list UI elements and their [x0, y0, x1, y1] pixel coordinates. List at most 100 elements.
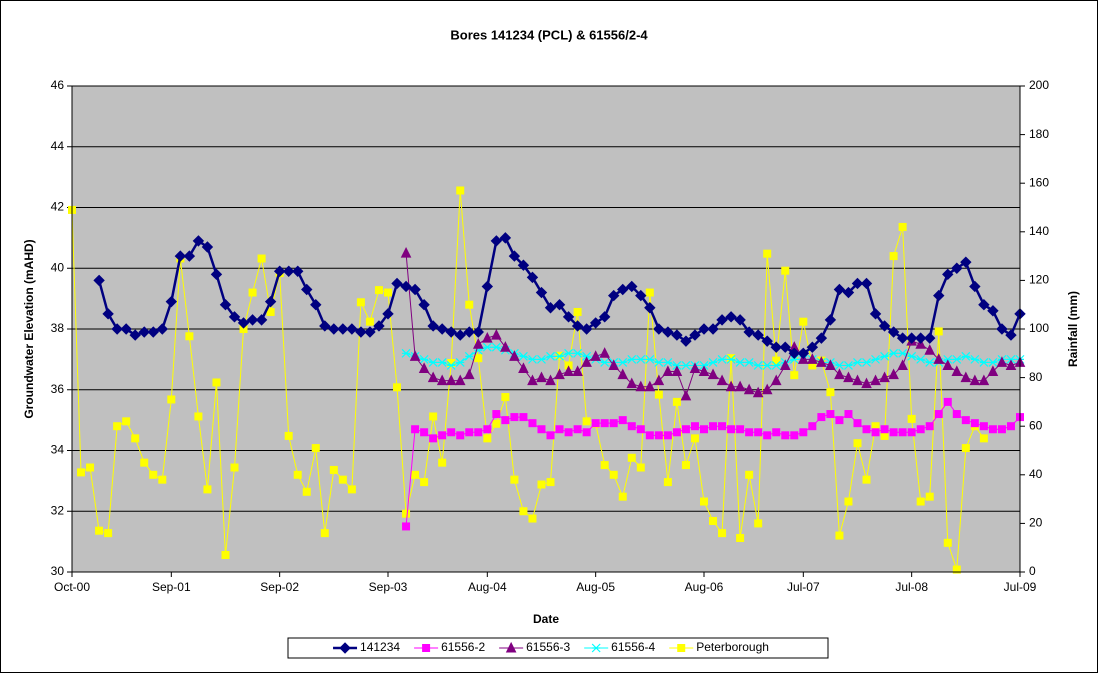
y2-tick-label: 40: [1029, 467, 1043, 481]
marker: [636, 425, 645, 434]
marker: [402, 509, 411, 518]
marker: [582, 417, 591, 426]
marker: [445, 326, 457, 338]
series: [68, 186, 988, 574]
marker: [447, 359, 456, 368]
y2-tick-label: 120: [1029, 273, 1049, 287]
series-group: [68, 186, 1026, 574]
marker: [482, 342, 492, 352]
marker: [609, 470, 618, 479]
marker: [409, 283, 421, 296]
marker: [880, 431, 889, 440]
marker: [158, 475, 167, 484]
marker: [835, 531, 844, 540]
marker: [456, 431, 465, 440]
marker: [411, 425, 420, 434]
marker: [752, 329, 764, 341]
marker: [427, 320, 439, 332]
legend-item: 61556-4: [584, 640, 656, 654]
marker: [799, 317, 808, 326]
marker: [427, 371, 439, 383]
marker: [518, 362, 529, 373]
marker: [282, 265, 295, 277]
marker: [438, 431, 447, 440]
marker: [437, 357, 447, 367]
marker: [816, 356, 827, 367]
marker: [465, 428, 474, 437]
marker: [373, 320, 385, 332]
marker: [978, 374, 990, 386]
marker: [365, 317, 374, 326]
x-tick-label: Aug-05: [576, 580, 615, 594]
marker: [942, 268, 954, 281]
marker: [726, 354, 736, 364]
marker: [420, 478, 429, 487]
marker: [671, 365, 683, 377]
marker: [505, 641, 517, 653]
marker: [347, 485, 356, 494]
marker: [808, 422, 817, 431]
marker: [356, 298, 365, 307]
series: [400, 246, 1026, 401]
marker: [456, 186, 465, 195]
marker: [689, 329, 701, 341]
marker: [871, 428, 880, 437]
marker: [402, 522, 411, 531]
marker: [862, 357, 871, 367]
y2-tick-label: 200: [1029, 78, 1049, 92]
marker: [961, 416, 970, 425]
marker: [564, 428, 573, 437]
marker: [663, 431, 672, 440]
marker: [555, 425, 564, 434]
marker: [960, 256, 972, 268]
marker: [355, 326, 367, 338]
marker: [573, 425, 582, 434]
marker: [671, 329, 683, 341]
marker: [598, 311, 611, 323]
marker: [257, 254, 266, 263]
marker: [131, 434, 140, 443]
marker: [95, 526, 104, 535]
marker: [987, 365, 999, 377]
legend-item: 141234: [333, 640, 400, 654]
marker: [429, 434, 438, 443]
marker: [149, 470, 158, 479]
marker: [510, 475, 519, 484]
marker: [680, 389, 692, 401]
marker: [562, 311, 575, 323]
marker: [996, 356, 1008, 367]
marker: [102, 308, 114, 320]
marker: [183, 250, 196, 262]
marker: [727, 354, 736, 363]
marker: [419, 354, 429, 364]
marker: [844, 361, 853, 370]
marker: [582, 428, 591, 437]
marker: [384, 288, 392, 297]
marker: [273, 265, 286, 277]
marker: [788, 347, 800, 360]
marker: [429, 412, 438, 421]
marker: [555, 351, 564, 361]
marker: [745, 470, 754, 479]
marker: [192, 235, 205, 247]
marker: [113, 422, 122, 431]
marker: [924, 332, 936, 344]
marker: [734, 314, 746, 326]
marker: [716, 374, 728, 386]
marker: [862, 425, 871, 434]
marker: [221, 550, 230, 559]
marker: [328, 323, 340, 335]
marker: [907, 428, 916, 437]
marker: [763, 249, 772, 258]
marker: [879, 371, 890, 383]
marker: [770, 341, 782, 353]
marker: [600, 419, 609, 428]
marker: [681, 361, 691, 370]
marker: [681, 461, 690, 470]
marker: [138, 326, 150, 338]
marker: [528, 354, 537, 364]
marker: [833, 283, 846, 296]
marker: [743, 383, 755, 395]
marker: [861, 377, 872, 389]
marker: [167, 395, 176, 404]
